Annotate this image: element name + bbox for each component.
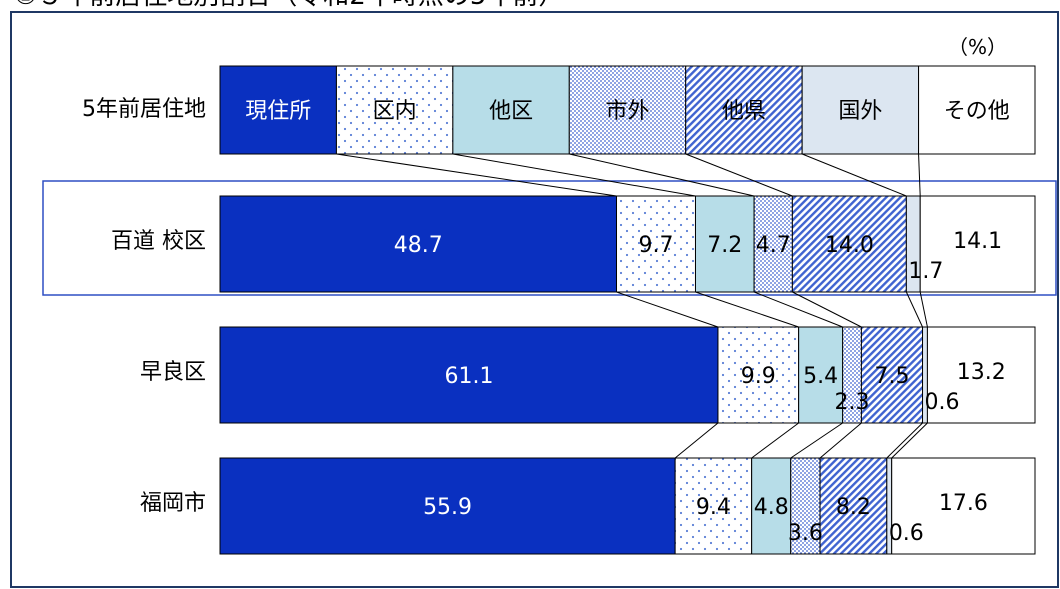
connector-hyakudo-shigai [753,291,843,328]
data-label-sawara-taku: 5.4 [803,364,838,389]
connector-legend-sonota [918,153,921,197]
data-label-fukuoka-genjusho: 55.9 [423,495,472,520]
legend-label-kokugai: 国外 [838,99,882,124]
legend-label-sonota: その他 [944,99,1010,124]
bar-sawara-genjusho [219,326,719,424]
data-label-fukuoka-kunai: 9.4 [696,495,731,520]
bar-fukuoka-sonota [891,457,1036,555]
connector-legend-taken [685,153,793,197]
data-labels: 48.7 9.7 7.2 4.7 14.0 1.7 14.1 61.1 9.9 5.42.37.5… [394,229,1006,546]
connector-hyakudo-taku [695,291,799,328]
data-label-sawara-kunai: 9.9 [741,364,776,389]
legend: 現住所 区内 他区 市外 他県 国外 その他 [219,65,1036,155]
connector-legend-taku [452,153,696,197]
legend-box-shigai [568,65,687,155]
legend-box-taken [685,65,803,155]
data-label-fukuoka-shigai: 3.6 [788,521,823,546]
bar-sawara-sonota [926,326,1036,424]
bar-sawara-taken [860,326,924,424]
connector-legend-kunai [336,153,617,197]
legend-box-sonota [918,65,1036,155]
data-label-fukuoka-sonota: 17.6 [939,491,988,516]
connector-sawara-taken [819,422,862,459]
bar-hyakudo-sonota [919,195,1036,293]
data-label-sawara-shigai: 2.3 [835,390,870,415]
data-label-sawara-taken: 7.5 [874,364,909,389]
data-label-hyakudo-taku: 7.2 [707,233,742,258]
data-label-hyakudo-kokugai: 1.7 [908,259,943,284]
bar-fukuoka-kunai [674,457,753,555]
bar-hyakudo-taken [791,195,907,293]
data-label-hyakudo-shigai: 4.7 [756,233,791,258]
legend-label-kunai: 区内 [373,99,417,124]
bar-sawara-taku [798,326,844,424]
bar-fukuoka-taken [819,457,888,555]
connector-lines [336,153,928,459]
data-label-hyakudo-sonota: 14.1 [953,229,1002,254]
legend-box-taku [452,65,570,155]
connector-hyakudo-kunai [616,291,719,328]
bar-fukuoka-genjusho [219,457,676,555]
bar-sawara-kunai [717,326,800,424]
legend-label-shigai: 市外 [605,99,649,124]
legend-label-taku: 他区 [489,99,533,124]
data-label-sawara-kokugai: 0.6 [925,390,960,415]
category-label-fukuoka: 福岡市 [140,491,206,516]
highlight-box [42,180,1057,296]
legend-label-taken: 他県 [722,99,766,124]
connector-sawara-shigai [790,422,843,459]
bars [219,195,1036,555]
data-label-fukuoka-taken: 8.2 [836,495,871,520]
bar-hyakudo-genjusho [219,195,618,293]
connector-sawara-sonota [891,422,928,459]
data-label-sawara-genjusho: 61.1 [444,364,493,389]
bar-fukuoka-shigai [790,457,821,555]
legend-label-genjusho: 現住所 [245,99,311,124]
legend-box-genjusho [219,65,337,155]
connector-hyakudo-taken [792,291,862,328]
connector-sawara-kokugai [886,422,923,459]
unit-label: （%） [948,35,1007,59]
data-label-fukuoka-taku: 4.8 [754,495,789,520]
bar-hyakudo-taku [694,195,755,293]
connector-legend-kokugai [801,153,907,197]
chart-frame [10,11,1059,588]
connector-legend-shigai [569,153,755,197]
legend-box-kokugai [801,65,920,155]
data-label-fukuoka-kokugai: 0.6 [889,521,924,546]
category-label-hyakudo: 百道 校区 [111,229,206,254]
chart-title: ①５年前居住地別割合（令和2年時点の5年前） [14,0,564,11]
data-label-hyakudo-genjusho: 48.7 [394,233,443,258]
connector-hyakudo-sonota [919,291,928,328]
data-label-hyakudo-kunai: 9.7 [638,233,673,258]
connector-sawara-kunai [674,422,719,459]
legend-box-kunai [335,65,454,155]
legend-row-label: 5年前居住地 [82,97,206,122]
connector-sawara-taku [751,422,799,459]
data-label-sawara-sonota: 13.2 [957,360,1006,385]
category-label-sawara: 早良区 [140,360,206,385]
connector-hyakudo-kokugai [905,291,923,328]
data-label-hyakudo-taken: 14.0 [825,233,874,258]
